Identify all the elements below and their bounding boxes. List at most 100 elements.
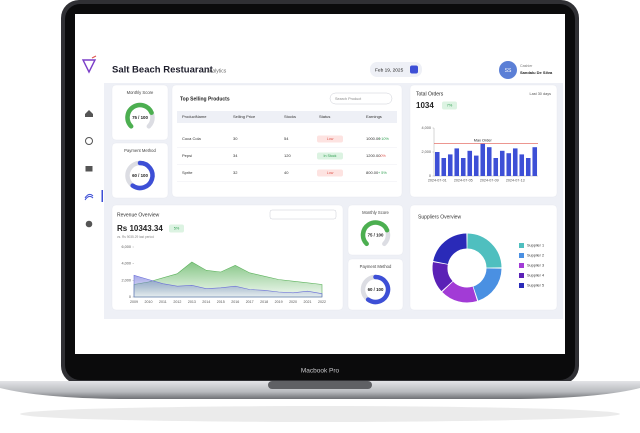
score-label: 60 / 100: [368, 287, 384, 292]
cell-stock: 54: [284, 136, 289, 141]
x-tick-label: 2018: [260, 300, 268, 304]
status-label: In Stock: [324, 154, 337, 158]
y-tick-label: 2,000: [121, 278, 131, 282]
calendar-icon[interactable]: [410, 65, 418, 74]
date-pill[interactable]: [370, 62, 422, 77]
card: [347, 258, 404, 311]
area: [133, 274, 323, 298]
y-tick-label: 6,000: [121, 245, 131, 249]
column-header: Status: [319, 114, 330, 119]
date: Feb 19, 2025: [375, 67, 404, 73]
x-tick-label: 2016: [231, 300, 239, 304]
status-label: Low: [327, 171, 334, 175]
column-header: ProductName: [182, 114, 207, 119]
cell-earnings: 800.00: [366, 170, 379, 175]
gauge-value: [365, 274, 391, 305]
bar: [486, 147, 492, 176]
nav-archive[interactable]: [85, 166, 93, 172]
legend-label: Supplier 1: [527, 244, 544, 248]
x-tick-label: 2019: [275, 300, 283, 304]
donut-segment: [472, 267, 502, 301]
nav-active: [101, 190, 103, 202]
avatar-initials: SS: [505, 68, 512, 74]
card: [347, 204, 404, 256]
y-tick-label: 4,000: [121, 262, 131, 266]
logo: [81, 59, 97, 74]
status-badge: [317, 135, 343, 143]
card: [111, 84, 169, 141]
legend-label: Supplier 3: [527, 264, 544, 268]
column-header: Stocks: [284, 114, 296, 119]
nav-settings[interactable]: [85, 220, 93, 228]
filter-input[interactable]: [269, 209, 337, 220]
legend-label: Supplier 4: [527, 274, 544, 278]
legend-swatch: [519, 243, 524, 248]
donut-segment: [466, 233, 502, 269]
x-tick-label: 2013: [188, 300, 196, 304]
change-badge: [169, 224, 184, 233]
avatar[interactable]: [499, 61, 517, 79]
cell-price: 30: [233, 136, 238, 141]
y-tick-label: 2,000: [421, 150, 431, 154]
donut-segment: [433, 233, 468, 265]
bar: [506, 153, 512, 176]
cell-price: 32: [233, 170, 238, 175]
bar: [519, 154, 525, 176]
nav-home[interactable]: [85, 110, 93, 117]
x-tick-label: 2024-07-01: [428, 178, 447, 182]
donut-segment: [442, 281, 478, 303]
x-tick-label: 2015: [217, 300, 225, 304]
x-tick-label: 2022: [318, 300, 326, 304]
score-label: 75 / 100: [132, 115, 148, 120]
logo-accent: [91, 55, 97, 59]
bar: [493, 158, 499, 176]
x-tick-label: 2009: [130, 300, 138, 304]
sidebar: [81, 55, 103, 228]
x-tick-label: 2011: [159, 300, 167, 304]
card: [111, 142, 169, 199]
search-placeholder: Search Product: [335, 97, 362, 101]
gauge-value: [125, 102, 154, 129]
donut-segment: [432, 262, 453, 292]
bar: [512, 148, 518, 176]
change-badge: [442, 101, 457, 110]
legend-label: Supplier 2: [527, 254, 544, 258]
score-title: Monthly Score: [362, 210, 389, 215]
legend-label: Supplier 5: [527, 284, 544, 288]
annotation: Max Order: [474, 139, 493, 143]
cell-name: Pepsi: [182, 153, 192, 158]
x-tick-label: 2017: [246, 300, 254, 304]
y-tick-label: 4,000: [421, 126, 431, 130]
table-title: Top Selling Products: [180, 96, 230, 102]
cell-name: Sprite: [182, 170, 193, 175]
bar: [532, 147, 538, 176]
cell-stock: 120: [284, 153, 291, 158]
bar: [467, 150, 473, 176]
x-tick-label: 2021: [304, 300, 312, 304]
legend-swatch: [519, 263, 524, 268]
bar: [454, 148, 460, 176]
chart-value: Rs 10343.34: [117, 224, 163, 233]
score-label: 75 / 100: [368, 233, 384, 238]
column-header: Earnings: [366, 114, 382, 119]
legend-swatch: [519, 283, 524, 288]
nav-history[interactable]: [85, 137, 93, 145]
x-tick-label: 2020: [289, 300, 297, 304]
table-header: [177, 111, 397, 123]
chart-title: Revenue Overview: [117, 212, 160, 218]
score-title: Payment Method: [360, 264, 392, 269]
chart-title: Total Orders: [416, 91, 444, 97]
search-box[interactable]: [329, 92, 393, 105]
bar: [447, 154, 453, 176]
bar: [434, 152, 440, 176]
chart-title: Suppliers Overview: [418, 214, 461, 220]
x-tick-label: 2024-07-09: [480, 178, 499, 182]
laptop-base: [0, 381, 640, 399]
bar: [480, 143, 486, 176]
x-tick-label: 2010: [144, 300, 152, 304]
y-tick-label: 0: [129, 295, 131, 299]
nav-analytics[interactable]: [84, 193, 94, 201]
change-badge-label: 7%: [447, 104, 453, 108]
